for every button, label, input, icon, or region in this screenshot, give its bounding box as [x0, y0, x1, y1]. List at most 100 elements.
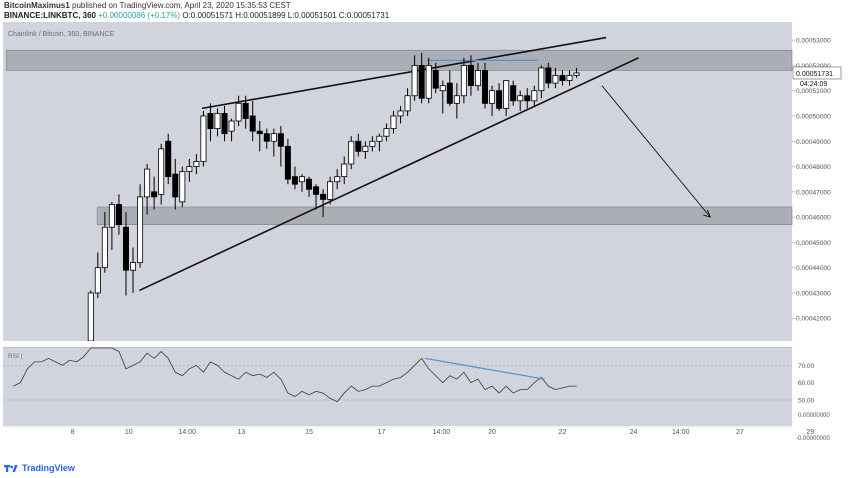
candle-up — [390, 115, 397, 130]
candle-down — [355, 140, 362, 152]
candle-up — [397, 110, 404, 117]
rsi-axis-label: -0.00000000 — [796, 436, 830, 442]
candle-down — [291, 176, 298, 185]
price-tick-label: 0.00046000 — [796, 215, 831, 222]
candle-up — [531, 90, 538, 102]
candle-up — [214, 113, 221, 130]
candle-up — [489, 90, 496, 104]
candle-up — [573, 72, 580, 76]
candle-up — [376, 135, 383, 142]
candle-up — [566, 75, 573, 81]
candle-up — [425, 64, 432, 99]
candle-up — [439, 85, 446, 92]
rsi-line — [13, 347, 577, 403]
time-axis-label: 15 — [305, 429, 313, 436]
candle-up — [362, 145, 369, 152]
ohlc-values: O:0.00051571 H:0.00051899 L:0.00051501 C… — [182, 11, 390, 20]
candle-down — [545, 67, 552, 84]
time-axis-label: 8 — [71, 429, 75, 436]
time-axis-label: 24 — [630, 429, 638, 436]
candle-down — [242, 102, 249, 119]
candle-down — [249, 115, 256, 132]
price-tick-label: 0.00051000 — [796, 88, 831, 95]
candlestick-chart[interactable]: Chainlink / Bitcoin, 360, BINANCE 0.00053… — [0, 22, 850, 462]
time-axis-label: 17 — [378, 429, 386, 436]
candle-down — [482, 70, 489, 104]
candle-up — [130, 262, 137, 271]
projection-arrow-head — [703, 209, 712, 218]
candle-up — [327, 181, 334, 200]
candle-down — [418, 64, 425, 99]
candle-down — [313, 186, 320, 195]
candle-up — [144, 168, 151, 198]
time-axis-label: 13 — [238, 429, 246, 436]
candle-up — [503, 80, 510, 109]
candle-down — [221, 113, 228, 135]
support-zone — [96, 206, 793, 225]
price-axis-background — [792, 22, 850, 426]
candle-down — [432, 70, 439, 89]
candle-down — [446, 82, 453, 104]
candle-up — [87, 292, 94, 341]
candle-down — [559, 75, 566, 81]
candle-up — [298, 176, 305, 183]
symbol-label[interactable]: BINANCE:LINKBTC, 360 — [4, 11, 97, 20]
rsi-divergence-line — [425, 357, 545, 380]
tradingview-brand[interactable]: TradingView — [22, 463, 75, 473]
candle-down — [524, 95, 531, 102]
candle-down — [284, 145, 291, 180]
candle-up — [552, 75, 559, 84]
time-axis-label: 14:00 — [672, 429, 690, 436]
time-axis-label: 22 — [559, 429, 567, 436]
chart-header: BitcoinMaximus1 published on TradingView… — [0, 0, 850, 22]
candle-down — [320, 193, 327, 200]
candle-up — [228, 120, 235, 132]
candle-up — [348, 140, 355, 165]
price-tick-label: 0.00047000 — [796, 189, 831, 196]
last-price-box — [792, 66, 842, 80]
tradingview-logo-icon[interactable] — [4, 464, 18, 473]
candle-down — [277, 133, 284, 147]
price-tick-label: 0.00044000 — [796, 265, 831, 272]
candle-down — [115, 204, 122, 226]
rsi-axis-label: 50.00 — [798, 398, 815, 405]
candle-down — [207, 113, 214, 130]
candle-up — [235, 102, 242, 122]
time-axis-label: 20 — [488, 429, 496, 436]
price-tick-label: 0.00042000 — [796, 316, 831, 323]
footer: TradingView — [4, 463, 75, 473]
publish-line: BitcoinMaximus1 published on TradingView… — [4, 1, 291, 10]
time-axis-label: 14:00 — [178, 429, 196, 436]
candle-up — [200, 115, 207, 162]
projection-arrow — [601, 85, 711, 218]
rsi-title: RSI ( — [8, 353, 24, 360]
candle-down — [122, 226, 129, 271]
candle-down — [306, 178, 313, 190]
wedge-lower-line — [139, 57, 639, 292]
rsi-axis-label: 60.00 — [798, 380, 815, 387]
price-tick-label: 0.00053000 — [796, 38, 831, 45]
price-tick-label: 0.00045000 — [796, 240, 831, 247]
price-tick-label: 0.00043000 — [796, 290, 831, 297]
price-tick-label: 0.00048000 — [796, 164, 831, 171]
main-pane-background — [3, 22, 792, 341]
rsi-pane-background — [3, 348, 792, 426]
price-tick-label: 0.00052000 — [796, 63, 831, 70]
chart-title: Chainlink / Bitcoin, 360, BINANCE — [8, 31, 115, 38]
candle-down — [467, 64, 474, 87]
candle-down — [256, 130, 263, 135]
rsi-axis-label: 0.00000000 — [798, 413, 830, 419]
candle-up — [460, 64, 467, 97]
resistance-zone — [6, 49, 793, 71]
author-name[interactable]: BitcoinMaximus1 — [4, 1, 70, 10]
last-price-label: 0.00051731 — [796, 71, 833, 78]
candle-up — [538, 67, 545, 92]
candle-up — [411, 64, 418, 97]
published-text: published on TradingView.com, April 23, … — [72, 1, 291, 10]
price-change: +0.00000086 (+0.17%) — [98, 11, 181, 20]
time-axis-label: 27 — [736, 429, 744, 436]
candle-down — [165, 140, 172, 178]
candle-up — [341, 163, 348, 178]
candle-up — [474, 70, 481, 87]
time-axis-label: 29 — [806, 429, 814, 436]
